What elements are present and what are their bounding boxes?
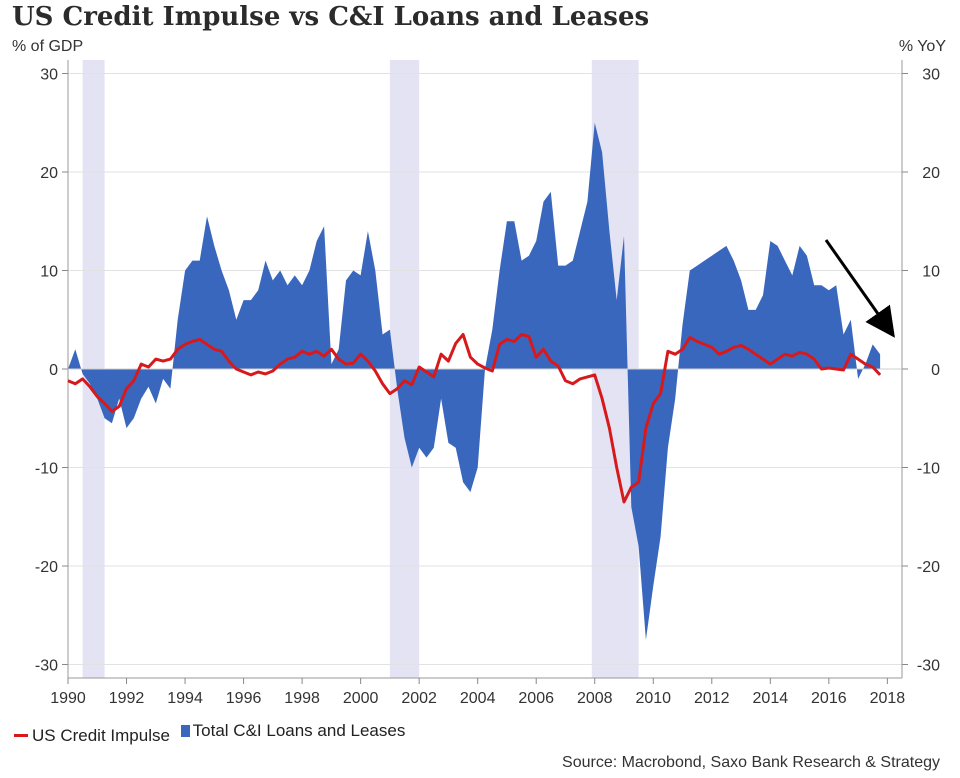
right-tick-label-3: 0 xyxy=(931,362,940,379)
legend-swatch-impulse xyxy=(14,734,28,737)
x-tick-label-1: 1992 xyxy=(109,690,145,707)
x-tick-label-12: 2014 xyxy=(753,690,789,707)
x-tick-label-6: 2002 xyxy=(401,690,437,707)
x-tick-label-2: 1994 xyxy=(167,690,203,707)
x-tick-label-10: 2010 xyxy=(635,690,671,707)
legend-item-loans: Total C&I Loans and Leases xyxy=(180,721,406,741)
x-tick-label-8: 2006 xyxy=(518,690,554,707)
left-tick-label-4: -10 xyxy=(35,461,58,478)
left-tick-label-1: 20 xyxy=(40,165,58,182)
left-axis-unit: % of GDP xyxy=(12,38,84,55)
right-tick-label-4: -10 xyxy=(917,461,940,478)
x-tick-label-4: 1998 xyxy=(284,690,320,707)
x-tick-label-7: 2004 xyxy=(460,690,496,707)
right-tick-label-5: -20 xyxy=(917,559,940,576)
legend-label-loans: Total C&I Loans and Leases xyxy=(192,721,406,740)
left-tick-label-2: 10 xyxy=(40,264,58,281)
annotation-arrow xyxy=(824,239,895,338)
right-tick-label-2: 10 xyxy=(922,264,940,281)
legend: US Credit Impulse Total C&I Loans and Le… xyxy=(14,721,405,746)
right-tick-label-1: 20 xyxy=(922,165,940,182)
right-tick-label-6: -30 xyxy=(917,658,940,675)
left-tick-label-6: -30 xyxy=(35,658,58,675)
right-tick-label-0: 30 xyxy=(922,67,940,84)
legend-item-impulse: US Credit Impulse xyxy=(14,726,170,746)
x-tick-label-9: 2008 xyxy=(577,690,613,707)
x-tick-label-14: 2018 xyxy=(870,690,906,707)
legend-swatch-loans xyxy=(180,725,190,737)
series-line-impulse xyxy=(67,333,882,504)
series-area-loans xyxy=(68,122,881,640)
left-tick-label-3: 0 xyxy=(49,362,58,379)
x-tick-label-11: 2012 xyxy=(694,690,730,707)
legend-label-impulse: US Credit Impulse xyxy=(32,725,170,745)
right-axis-unit: % YoY xyxy=(898,38,946,55)
left-tick-label-0: 30 xyxy=(40,67,58,84)
left-tick-label-5: -20 xyxy=(35,559,58,576)
source-note: Source: Macrobond, Saxo Bank Research & … xyxy=(562,754,940,771)
x-tick-label-0: 1990 xyxy=(50,690,86,707)
x-tick-label-5: 2000 xyxy=(343,690,379,707)
chart-title: US Credit Impulse vs C&I Loans and Lease… xyxy=(12,2,650,32)
x-tick-label-3: 1996 xyxy=(226,690,262,707)
x-tick-label-13: 2016 xyxy=(811,690,847,707)
